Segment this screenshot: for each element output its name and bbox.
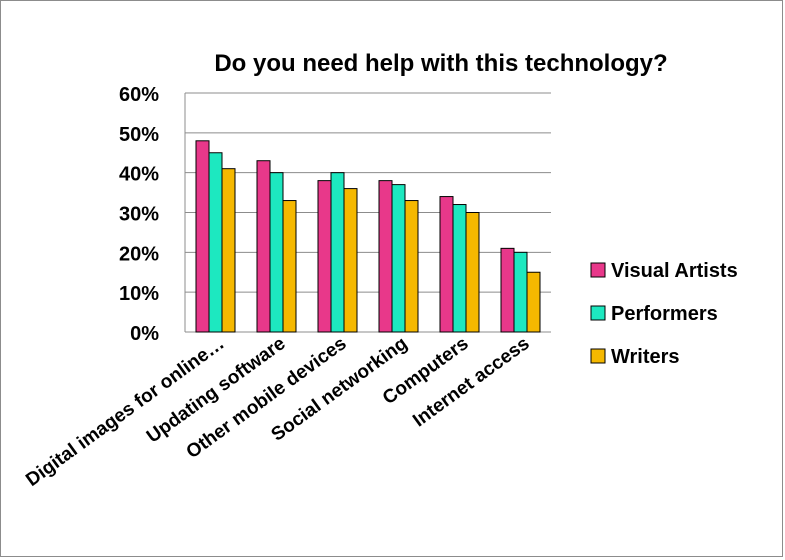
bar-visual-artists xyxy=(500,247,515,333)
legend-swatch xyxy=(590,262,606,278)
y-tick-label: 10% xyxy=(119,283,159,305)
legend-swatch xyxy=(590,305,606,321)
x-axis-ticks: Digital images for online…Updating softw… xyxy=(22,333,533,491)
bar-performers xyxy=(208,152,223,333)
y-tick-label: 30% xyxy=(119,204,159,226)
bar-visual-artists xyxy=(317,180,332,333)
y-tick-label: 60% xyxy=(119,84,159,106)
y-tick-label: 20% xyxy=(119,243,159,265)
bar-visual-artists xyxy=(439,196,454,333)
bars xyxy=(195,140,541,333)
bar-writers xyxy=(465,212,480,333)
bar-writers xyxy=(282,200,297,333)
bar-visual-artists xyxy=(195,140,210,333)
y-tick-label: 0% xyxy=(130,323,159,345)
legend: Visual Artists Performers Writers xyxy=(590,260,738,368)
bar-writers xyxy=(526,271,541,333)
bar-writers xyxy=(221,168,236,333)
bar-visual-artists xyxy=(378,180,393,333)
bar-writers xyxy=(404,200,419,333)
gridlines xyxy=(184,92,551,333)
y-tick-label: 40% xyxy=(119,164,159,186)
y-axis-ticks: 0% 10% 20% 30% 40% 50% 60% xyxy=(119,84,159,345)
legend-label: Performers xyxy=(611,303,718,325)
bar-performers xyxy=(269,172,284,333)
bar-performers xyxy=(513,251,528,333)
legend-label: Writers xyxy=(611,346,680,368)
bar-visual-artists xyxy=(256,160,271,333)
bar-performers xyxy=(330,172,345,333)
y-tick-label: 50% xyxy=(119,124,159,146)
bar-writers xyxy=(343,188,358,333)
bar-performers xyxy=(452,204,467,333)
chart-title: Do you need help with this technology? xyxy=(214,50,667,77)
bar-performers xyxy=(391,184,406,333)
legend-label: Visual Artists xyxy=(611,260,738,282)
legend-swatch xyxy=(590,348,606,364)
